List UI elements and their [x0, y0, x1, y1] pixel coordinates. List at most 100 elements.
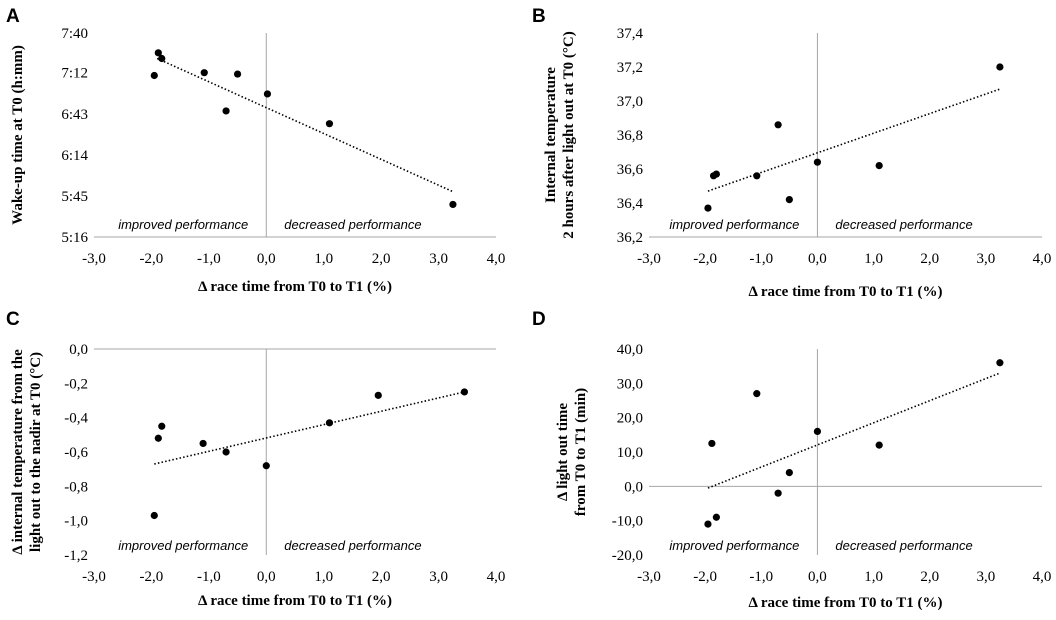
panel-d-x-tick-label: 4,0	[1033, 569, 1052, 585]
panel-c-y-tick-label: -0,4	[64, 411, 88, 427]
panel-b-x-tick-label: 2,0	[920, 251, 939, 267]
panel-c-data-point	[374, 391, 382, 399]
panel-b-trendline	[707, 88, 1001, 192]
panel-b-y-tick-label: 37,2	[617, 60, 643, 76]
panel-c-data-point	[199, 439, 207, 448]
panel-b-x-axis-title: Δ race time from T0 to T1 (%)	[749, 284, 943, 300]
panel-a-improved-performance-label: improved performance	[118, 217, 248, 232]
panel-b-data-point	[996, 63, 1004, 71]
panel-a-x-axis-title: Δ race time from T0 to T1 (%)	[198, 279, 392, 295]
panel-d-data-point	[774, 489, 782, 497]
panel-c-data-point	[222, 448, 230, 456]
panel-d-y-tick-label: 10,0	[617, 445, 643, 461]
panel-a-data-point	[222, 107, 230, 115]
panel-c-y-tick-label: -0,8	[64, 479, 88, 495]
panel-a-x-tick-label: 0,0	[257, 251, 276, 267]
panel-a-x-tick-label: 3,0	[429, 251, 448, 267]
panel-d-data-point	[813, 427, 822, 435]
panel-c-data-point	[158, 422, 166, 430]
panel-a-y-tick-label: 6:14	[61, 148, 88, 164]
panel-a-data-point	[449, 200, 457, 209]
panel-d-x-tick-label: 1,0	[864, 569, 883, 585]
panel-b-data-point	[813, 158, 822, 166]
panel-c-x-axis-title: Δ race time from T0 to T1 (%)	[198, 593, 392, 609]
panel-c-y-tick-label: -0,2	[64, 376, 88, 392]
panel-d-x-tick-label: -1,0	[749, 569, 773, 585]
panel-d-data-point	[753, 390, 761, 398]
panel-a-x-tick-label: 4,0	[487, 251, 506, 267]
panel-c-data-point	[150, 511, 158, 520]
panel-c-y-axis-title-line: Δ internal temperature from the	[10, 349, 26, 555]
panel-a-label: A	[6, 6, 20, 27]
panel-d-x-tick-label: 0,0	[808, 569, 827, 585]
panel-a-y-tick-label: 7:12	[61, 66, 88, 82]
panel-d-data-point	[704, 520, 712, 528]
panel-b-x-tick-label: -1,0	[749, 251, 773, 267]
panel-d-y-tick-label: 20,0	[617, 411, 643, 427]
panel-d-y-tick-label: -20,0	[612, 548, 643, 564]
panel-d-data-point	[875, 441, 883, 449]
panel-c-y-tick-label: -1,2	[64, 548, 88, 564]
panel-c-x-tick-label: 1,0	[314, 569, 333, 585]
panel-d-label: D	[532, 309, 546, 330]
panel-a-data-point	[233, 70, 242, 78]
panel-c-x-tick-label: 4,0	[487, 569, 506, 585]
panel-c-x-tick-label: 0,0	[257, 569, 276, 585]
panel-c-trendline	[154, 391, 465, 465]
panel-b-label: B	[532, 6, 546, 27]
panel-a-x-tick-label: -1,0	[197, 251, 221, 267]
panel-d-y-axis-title-line: from T0 to T1 (min)	[573, 388, 589, 516]
panel-d-improved-performance-label: improved performance	[669, 538, 799, 553]
panel-b-x-tick-label: -3,0	[637, 251, 661, 267]
panel-b-improved-performance-label: improved performance	[669, 217, 799, 232]
panel-b-y-tick-label: 36,8	[617, 128, 643, 144]
panel-b-y-axis-title-line: 2 hours after light out at T0 (°C)	[561, 31, 577, 239]
panel-c-label: C	[6, 309, 20, 330]
panel-b-y-tick-label: 36,6	[617, 162, 644, 178]
panel-c-decreased-performance-label: decreased performance	[284, 538, 421, 553]
panel-b-y-tick-label: 36,4	[617, 196, 644, 212]
panel-c-data-point	[154, 434, 162, 442]
panel-b-x-tick-label: 1,0	[864, 251, 883, 267]
panel-d-data-point	[996, 359, 1004, 367]
panel-c-y-tick-label: 0,0	[69, 342, 88, 358]
panel-d-y-axis-title-line: Δ light out time	[555, 403, 571, 501]
panel-c-data-point	[262, 462, 270, 470]
panel-b-data-point	[774, 121, 782, 129]
panel-d-y-tick-label: 30,0	[617, 376, 643, 392]
panel-b-y-tick-label: 36,2	[617, 230, 643, 246]
panel-b-x-tick-label: -2,0	[693, 251, 717, 267]
panel-b-data-point	[875, 162, 883, 170]
panel-c-x-tick-label: -2,0	[140, 569, 164, 585]
panel-d-data-point	[785, 469, 793, 477]
panel-c-y-axis-title-line: light out to the nadir at T0 (°C)	[28, 352, 44, 552]
panel-a-x-tick-label: -2,0	[140, 251, 164, 267]
panel-a-decreased-performance-label: decreased performance	[284, 217, 421, 232]
panel-d-data-point	[708, 439, 716, 448]
panel-b-decreased-performance-label: decreased performance	[835, 217, 972, 232]
panel-c-data-point	[325, 419, 334, 427]
panel-d-y-tick-label: 0,0	[624, 479, 643, 495]
panel-b-y-tick-label: 37,4	[617, 26, 644, 42]
panel-b-x-tick-label: 4,0	[1033, 251, 1052, 267]
panel-a-x-tick-label: -3,0	[82, 251, 106, 267]
panel-c-y-tick-label: -1,0	[64, 514, 88, 530]
panel-a-y-tick-label: 7:40	[61, 26, 88, 42]
panel-a-data-point	[158, 54, 166, 63]
panel-c-x-tick-label: -1,0	[197, 569, 221, 585]
panel-d-x-tick-label: 2,0	[920, 569, 939, 585]
panel-c-x-tick-label: -3,0	[82, 569, 106, 585]
panel-c-y-tick-label: -0,6	[64, 445, 88, 461]
panel-b-data-point	[753, 172, 761, 180]
panel-c-x-tick-label: 2,0	[372, 569, 391, 585]
panel-b-x-tick-label: 3,0	[976, 251, 995, 267]
panel-d-x-axis-title: Δ race time from T0 to T1 (%)	[749, 595, 943, 611]
panel-d-decreased-performance-label: decreased performance	[835, 538, 972, 553]
panel-d-x-tick-label: 3,0	[976, 569, 995, 585]
panel-d-y-tick-label: 40,0	[617, 342, 643, 358]
panel-b-x-tick-label: 0,0	[808, 251, 827, 267]
panel-a-data-point	[200, 69, 208, 77]
panel-a-data-point	[150, 71, 158, 80]
panel-a-y-tick-label: 6:43	[61, 107, 88, 123]
panel-d-trendline	[707, 372, 1001, 489]
